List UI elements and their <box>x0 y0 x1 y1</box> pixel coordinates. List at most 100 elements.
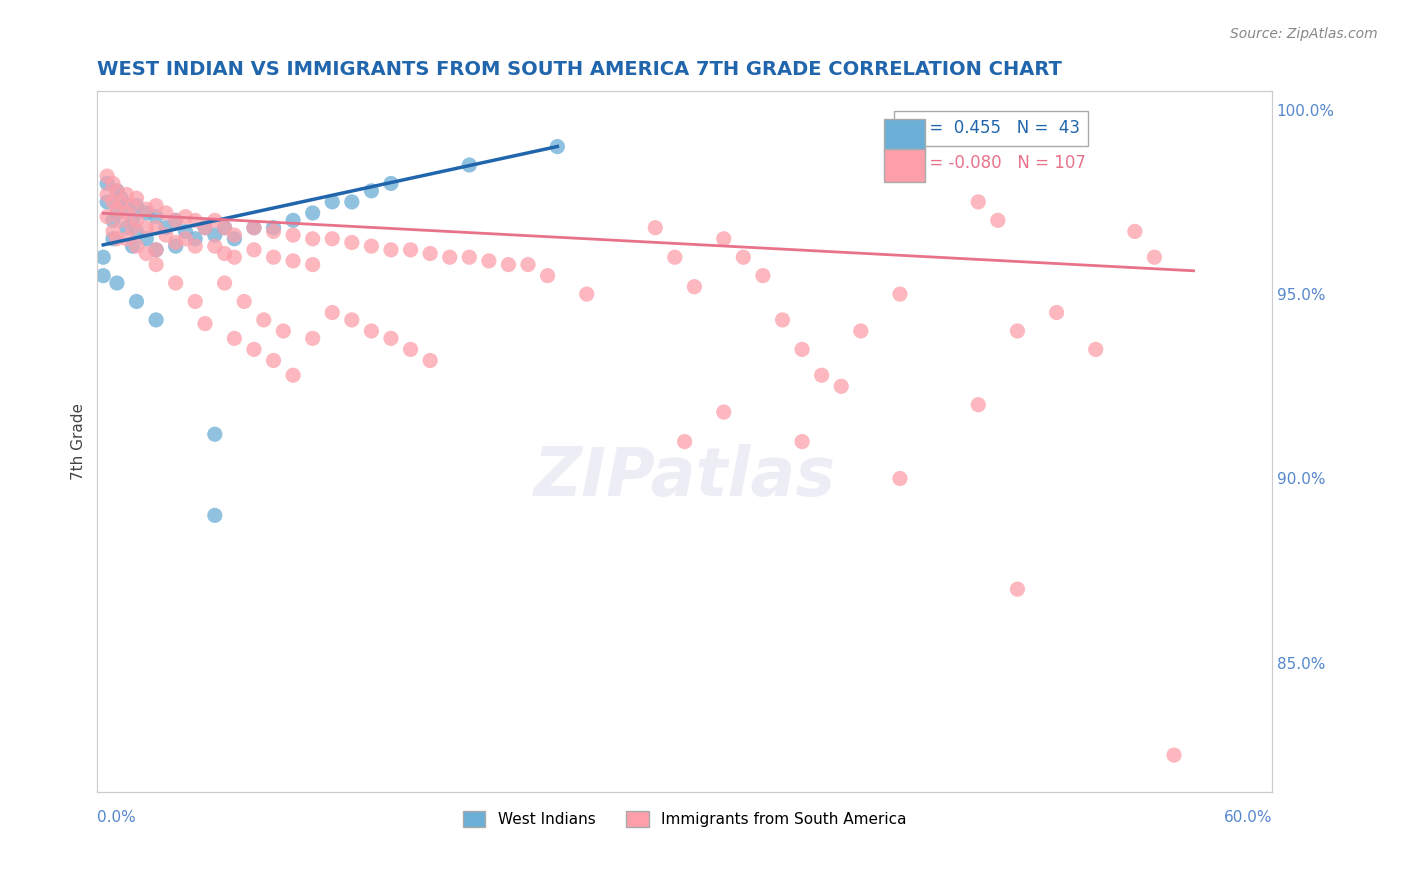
Text: 0.0%: 0.0% <box>97 811 136 825</box>
Point <box>301 258 323 272</box>
Point <box>1084 343 1107 357</box>
Point <box>121 220 143 235</box>
Point <box>96 210 118 224</box>
Point <box>125 294 148 309</box>
Point <box>165 239 187 253</box>
Point <box>155 220 177 235</box>
Point <box>194 220 217 235</box>
Point <box>204 239 226 253</box>
Point <box>96 177 118 191</box>
Point <box>253 313 276 327</box>
Point <box>125 213 148 227</box>
Point <box>340 235 363 250</box>
Point <box>194 220 217 235</box>
Point <box>673 434 696 449</box>
Point <box>458 250 481 264</box>
Point <box>772 313 794 327</box>
Point <box>713 405 735 419</box>
Point <box>125 224 148 238</box>
Point <box>967 398 990 412</box>
Point <box>830 379 852 393</box>
Point <box>380 331 402 345</box>
Point <box>125 191 148 205</box>
Point <box>301 331 323 345</box>
Point <box>224 331 246 345</box>
Point <box>419 246 441 260</box>
Point <box>105 184 128 198</box>
Point <box>204 508 226 523</box>
Point <box>321 305 343 319</box>
Point <box>145 220 167 235</box>
Point <box>96 169 118 183</box>
Point <box>110 194 132 209</box>
Point <box>145 198 167 212</box>
Point <box>273 324 295 338</box>
Point <box>145 313 167 327</box>
Point <box>281 213 304 227</box>
Point <box>105 276 128 290</box>
Point <box>790 343 813 357</box>
Point <box>536 268 558 283</box>
Point <box>121 239 143 253</box>
Point <box>243 220 266 235</box>
Point <box>301 206 323 220</box>
Point <box>340 313 363 327</box>
Point <box>810 368 832 383</box>
Point <box>135 220 157 235</box>
Point <box>101 177 124 191</box>
Point <box>145 210 167 224</box>
Point <box>105 184 128 198</box>
Point <box>243 243 266 257</box>
Text: WEST INDIAN VS IMMIGRANTS FROM SOUTH AMERICA 7TH GRADE CORRELATION CHART: WEST INDIAN VS IMMIGRANTS FROM SOUTH AME… <box>97 60 1062 78</box>
Point <box>135 202 157 217</box>
Point <box>101 194 124 209</box>
Point <box>115 220 138 235</box>
Point <box>214 220 236 235</box>
Point <box>115 198 138 212</box>
Point <box>849 324 872 338</box>
Point <box>214 220 236 235</box>
Point <box>1123 224 1146 238</box>
Point <box>889 287 911 301</box>
Point <box>967 194 990 209</box>
Point <box>110 213 132 227</box>
Point <box>214 246 236 260</box>
Point <box>101 232 124 246</box>
Point <box>478 253 501 268</box>
Point <box>224 250 246 264</box>
Point <box>165 213 187 227</box>
Point <box>987 213 1010 227</box>
Point <box>174 224 197 238</box>
Point <box>115 187 138 202</box>
Text: 60.0%: 60.0% <box>1223 811 1272 825</box>
Text: R = -0.080   N = 107: R = -0.080 N = 107 <box>901 154 1085 172</box>
Point <box>263 353 285 368</box>
Point <box>165 213 187 227</box>
Point <box>360 239 382 253</box>
Point <box>360 324 382 338</box>
Point <box>889 471 911 485</box>
FancyBboxPatch shape <box>884 149 925 182</box>
Point <box>321 194 343 209</box>
Point <box>101 213 124 227</box>
Point <box>790 434 813 449</box>
Point <box>101 224 124 238</box>
Point <box>575 287 598 301</box>
Point <box>91 250 114 264</box>
Point <box>145 243 167 257</box>
Point <box>321 232 343 246</box>
Point <box>145 243 167 257</box>
Point <box>399 243 422 257</box>
Point <box>135 206 157 220</box>
Point <box>546 139 568 153</box>
Point <box>713 232 735 246</box>
Point <box>380 243 402 257</box>
Point <box>664 250 686 264</box>
Point <box>498 258 520 272</box>
Text: ZIPatlas: ZIPatlas <box>534 443 835 509</box>
Point <box>243 220 266 235</box>
Point <box>204 213 226 227</box>
Point <box>135 246 157 260</box>
Point <box>301 232 323 246</box>
Point <box>204 427 226 442</box>
